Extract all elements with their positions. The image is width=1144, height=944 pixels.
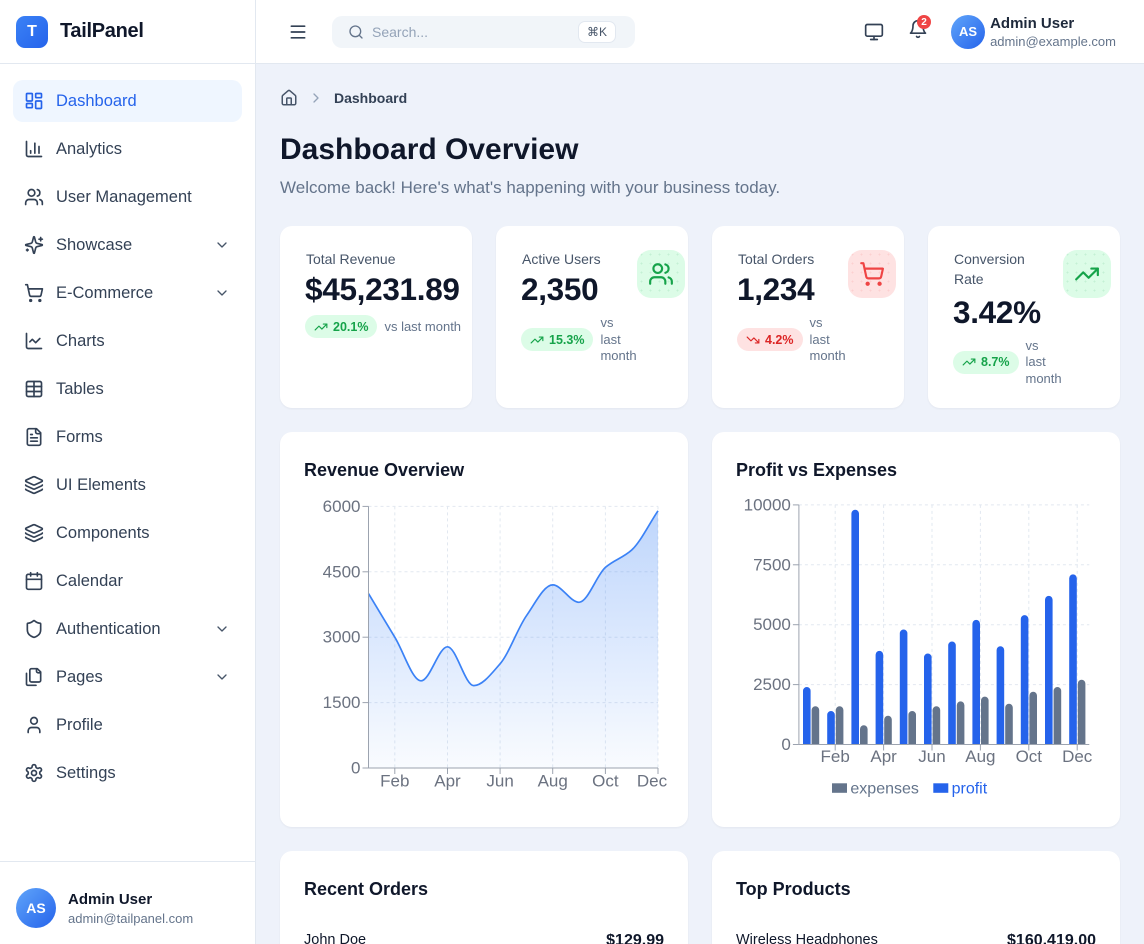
- svg-text:Feb: Feb: [821, 747, 850, 766]
- svg-text:7500: 7500: [753, 555, 791, 574]
- svg-text:Aug: Aug: [538, 772, 568, 791]
- svg-text:Apr: Apr: [434, 772, 461, 791]
- svg-text:Oct: Oct: [592, 772, 619, 791]
- svg-text:10000: 10000: [744, 495, 791, 514]
- svg-text:1500: 1500: [323, 693, 361, 712]
- svg-text:2500: 2500: [753, 675, 791, 694]
- svg-text:Dec: Dec: [637, 772, 668, 791]
- svg-text:Jun: Jun: [918, 747, 945, 766]
- svg-text:Apr: Apr: [870, 747, 897, 766]
- svg-text:Oct: Oct: [1016, 747, 1043, 766]
- svg-text:4500: 4500: [323, 562, 361, 581]
- svg-text:Dec: Dec: [1062, 747, 1093, 766]
- svg-text:Feb: Feb: [380, 772, 409, 791]
- svg-text:Jun: Jun: [486, 772, 513, 791]
- svg-text:Aug: Aug: [965, 747, 995, 766]
- svg-text:5000: 5000: [753, 615, 791, 634]
- svg-text:0: 0: [351, 759, 360, 778]
- svg-text:0: 0: [781, 735, 790, 754]
- svg-text:profit: profit: [952, 780, 988, 797]
- svg-text:expenses: expenses: [850, 780, 919, 797]
- svg-text:3000: 3000: [323, 628, 361, 647]
- svg-text:6000: 6000: [323, 497, 361, 516]
